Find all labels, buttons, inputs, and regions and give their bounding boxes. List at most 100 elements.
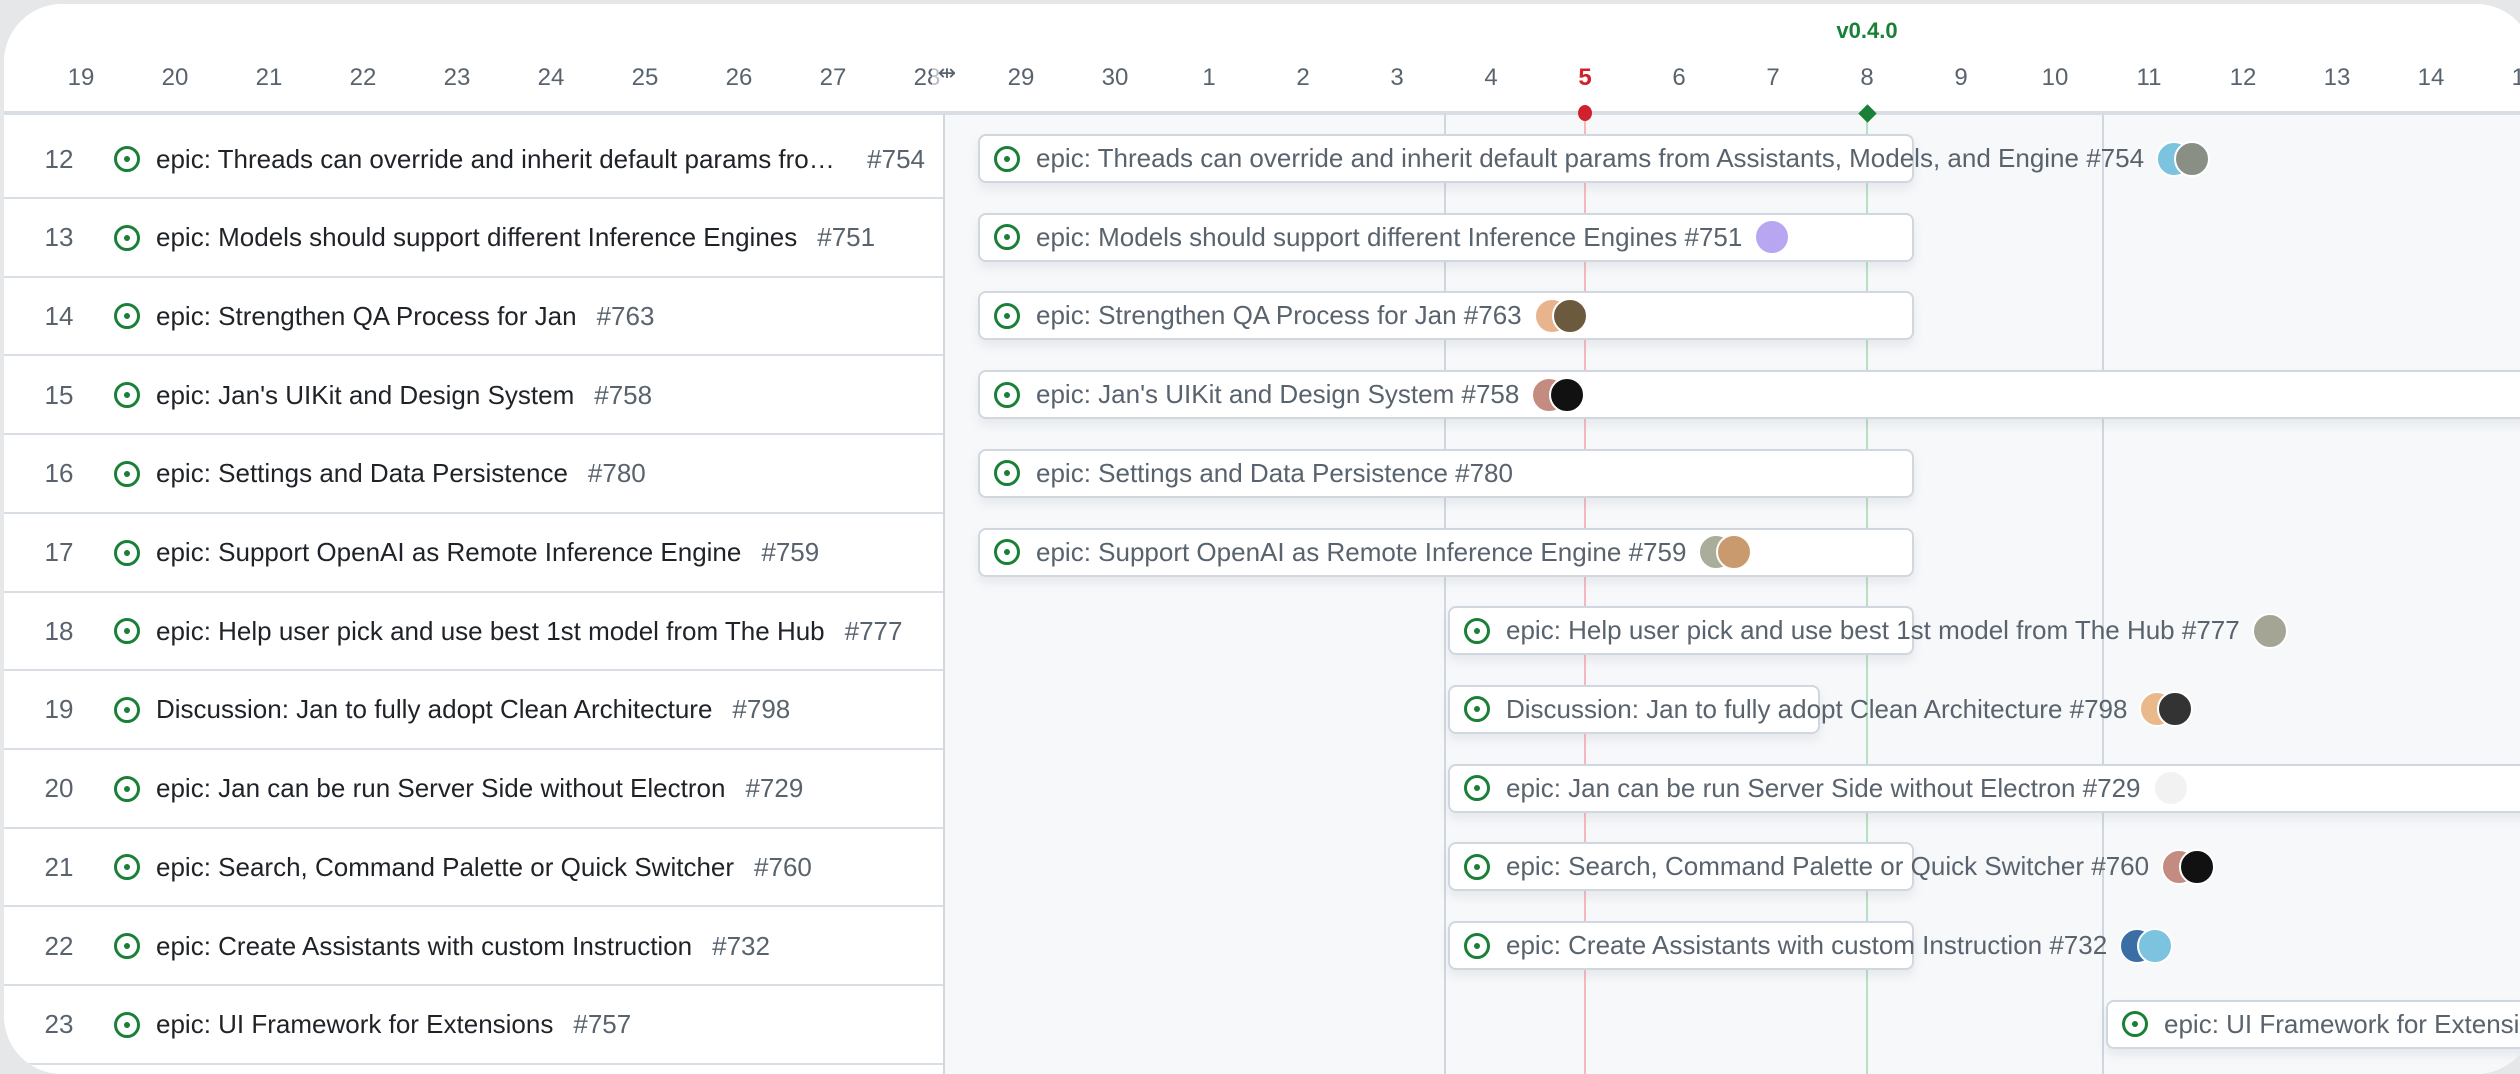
day-label: 24 [537,64,565,91]
day-label: 3 [1390,64,1404,91]
issue-title[interactable]: epic: Models should support different In… [156,222,798,253]
bar-label: epic: Models should support different In… [994,215,1791,260]
roadmap-bar[interactable]: epic: Jan can be run Server Side without… [1448,763,2520,813]
issue-title[interactable]: epic: Support OpenAI as Remote Inference… [156,537,742,567]
issue-opened-icon [994,539,1020,565]
roadmap-bar[interactable]: epic: Jan's UIKit and Design System #758 [978,370,2520,420]
issue-opened-icon [114,933,140,959]
assignee-avatars [1533,297,1588,334]
issue-row[interactable]: 22 epic: Create Assistants with custom In… [4,908,943,986]
assignee-avatars [2119,927,2174,964]
avatar[interactable] [2157,691,2194,728]
issue-row[interactable]: 17 epic: Support OpenAI as Remote Inferen… [4,515,943,593]
issue-title[interactable]: epic: Search, Command Palette or Quick S… [156,851,735,882]
resize-handle-icon[interactable]: ⇹ [932,60,962,94]
avatar[interactable] [2152,770,2189,807]
roadmap-bar[interactable]: epic: UI Framework for Extensions #757 [2106,999,2520,1049]
day-label: 1 [1202,64,1216,91]
bar-title: epic: UI Framework for Extensions #757 [2164,1008,2520,1039]
issue-title[interactable]: Discussion: Jan to fully adopt Clean Arc… [156,694,713,725]
issue-row[interactable]: 16 epic: Settings and Data Persistence #78… [4,436,943,514]
assignee-avatars [2152,770,2189,807]
avatar[interactable] [1754,219,1791,256]
roadmap-bar[interactable]: epic: Settings and Data Persistence #780 [978,448,1914,498]
issue-row[interactable]: 15 epic: Jan's UIKit and Design System #75… [4,357,943,436]
issue-title[interactable]: epic: Help user pick and use best 1st mo… [156,615,825,646]
roadmap-bar[interactable]: epic: Create Assistants with custom Inst… [1448,921,2174,970]
roadmap-bar[interactable]: epic: Models should support different In… [978,212,1914,262]
bar-title: epic: Models should support different In… [1036,221,1743,252]
avatar[interactable] [2251,612,2288,649]
day-label: 2 [1296,64,1310,91]
issue-number: #732 [712,930,770,961]
issue-number: #760 [754,851,812,882]
issue-opened-icon [114,303,140,330]
assignee-avatars [2156,140,2211,177]
day-label: 8 [1860,64,1874,91]
issue-opened-icon [1464,696,1490,723]
issue-row[interactable]: 13 epic: Models should support different … [4,200,943,278]
day-label: 15 [2511,64,2520,91]
issue-title[interactable]: epic: Jan can be run Server Side without… [156,773,726,804]
roadmap-bar[interactable]: epic: Help user pick and use best 1st mo… [1448,606,2288,656]
roadmap-view: v0.4.0 ⇹ 19 20 21 22 23 24 25 26 27 28 29 30 1 2 3 4 5 6 7… [4,4,2520,1074]
roadmap-bar[interactable]: Discussion: Jan to fully adopt Clean Arc… [1448,684,2194,734]
row-number: 13 [44,222,74,253]
day-label: 13 [2323,64,2351,91]
bar-label: epic: Threads can override and inherit d… [994,136,2211,181]
row-number: 18 [44,615,74,646]
timeline-pane: epic: Threads can override and inherit d… [945,115,2520,1074]
milestone-label[interactable]: v0.4.0 [1836,18,1898,43]
day-label: 7 [1766,64,1780,91]
issue-number: #757 [573,1009,632,1040]
bar-label: epic: Support OpenAI as Remote Inference… [994,530,1753,575]
avatar[interactable] [1551,297,1588,334]
issue-row[interactable]: 19 Discussion: Jan to fully adopt Clean A… [4,672,943,750]
issue-row[interactable]: 21 epic: Search, Command Palette or Quick… [4,829,943,908]
issue-number: #754 [867,143,925,174]
issue-row[interactable]: 12 epic: Threads can override and inherit… [4,121,943,199]
issue-title[interactable]: epic: Create Assistants with custom Inst… [156,930,693,961]
issue-opened-icon [1464,853,1490,880]
bar-title: epic: Support OpenAI as Remote Inference… [1036,536,1687,567]
issue-opened-icon [1464,617,1490,644]
issue-opened-icon [114,618,140,645]
row-number: 15 [44,379,74,410]
issue-opened-icon [114,854,140,881]
avatar[interactable] [2174,140,2211,177]
bar-title: epic: Strengthen QA Process for Jan #763 [1036,300,1522,331]
avatar[interactable] [2137,927,2174,964]
issue-opened-icon [994,381,1020,408]
issue-title[interactable]: epic: Threads can override and inherit d… [156,143,847,174]
roadmap-bar[interactable]: epic: Strengthen QA Process for Jan #763 [978,291,1914,341]
day-label: 12 [2229,64,2257,91]
issue-row[interactable]: 18 epic: Help user pick and use best 1st … [4,593,943,672]
week-divider [2102,115,2104,1074]
roadmap-bar[interactable]: epic: Threads can override and inherit d… [978,134,2211,183]
roadmap-bar[interactable]: epic: Support OpenAI as Remote Inference… [978,527,1914,577]
day-label: 19 [67,64,95,91]
issue-title[interactable]: epic: Jan's UIKit and Design System [156,379,575,410]
issue-title[interactable]: epic: UI Framework for Extensions [156,1009,554,1040]
issue-row[interactable]: 14 epic: Strengthen QA Process for Jan #76… [4,278,943,357]
issue-title[interactable]: epic: Strengthen QA Process for Jan [156,300,577,331]
issue-row[interactable]: 20 epic: Jan can be run Server Side witho… [4,751,943,829]
issue-number: #798 [732,694,791,725]
row-number: 16 [44,458,74,489]
issue-title[interactable]: epic: Settings and Data Persistence [156,458,568,489]
issue-opened-icon [1464,775,1490,802]
bar-title: Discussion: Jan to fully adopt Clean Arc… [1506,693,2128,724]
row-number: 14 [44,300,74,331]
assignee-avatars [2161,848,2216,885]
assignee-avatars [2251,612,2288,649]
avatar[interactable] [1716,534,1753,570]
marker-line [1866,115,1868,1074]
issue-number: #759 [761,537,820,567]
avatar[interactable] [1549,376,1586,413]
bar-title: epic: Settings and Data Persistence #780 [1036,457,1513,488]
avatar[interactable] [2179,848,2216,885]
bar-title: epic: Create Assistants with custom Inst… [1506,930,2108,960]
day-label: 22 [349,64,377,91]
roadmap-bar[interactable]: epic: Search, Command Palette or Quick S… [1448,842,2216,892]
day-label: 10 [2041,64,2069,91]
